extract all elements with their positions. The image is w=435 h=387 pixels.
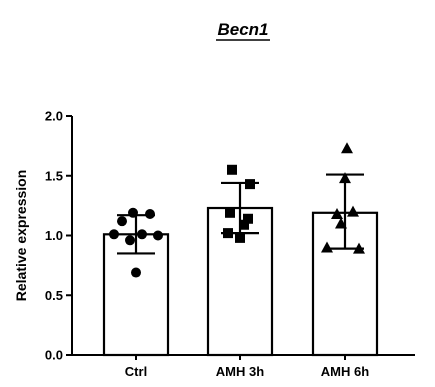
data-point-triangle [347, 205, 359, 217]
data-point-square [235, 232, 245, 243]
y-tick-label: 2.0 [45, 109, 63, 124]
chart-title: Becn1 [217, 20, 268, 39]
data-point-circle [137, 229, 147, 240]
data-point-square [239, 219, 249, 230]
data-point-triangle [321, 241, 333, 253]
data-point-circle [145, 208, 155, 219]
y-tick-label: 0.5 [45, 288, 63, 303]
data-point-square [223, 228, 233, 239]
data-point-triangle [341, 142, 353, 154]
data-point-circle [131, 267, 141, 278]
data-point-triangle [331, 207, 343, 219]
data-point-square [245, 179, 255, 190]
data-point-circle [109, 229, 119, 240]
data-point-triangle [339, 172, 351, 184]
y-tick-label: 0.0 [45, 348, 63, 363]
data-point-circle [125, 235, 135, 246]
data-points-layer [109, 142, 365, 278]
data-point-square [243, 213, 253, 224]
x-tick-label: Ctrl [125, 364, 147, 379]
data-point-circle [117, 216, 127, 227]
data-point-circle [153, 230, 163, 241]
axes-layer: 0.0 0.5 1.0 1.5 2.0 Ctrl AMH 3h AMH 6h [45, 109, 415, 379]
data-point-square [225, 207, 235, 218]
data-point-triangle [335, 217, 347, 229]
x-tick-label: AMH 3h [216, 364, 264, 379]
data-point-triangle [353, 242, 365, 254]
x-tick-label: AMH 6h [321, 364, 369, 379]
y-axis-label: Relative expression [13, 170, 29, 302]
data-point-square [227, 164, 237, 175]
y-tick-label: 1.5 [45, 168, 63, 183]
data-point-circle [128, 207, 138, 218]
y-tick-label: 1.0 [45, 228, 63, 243]
